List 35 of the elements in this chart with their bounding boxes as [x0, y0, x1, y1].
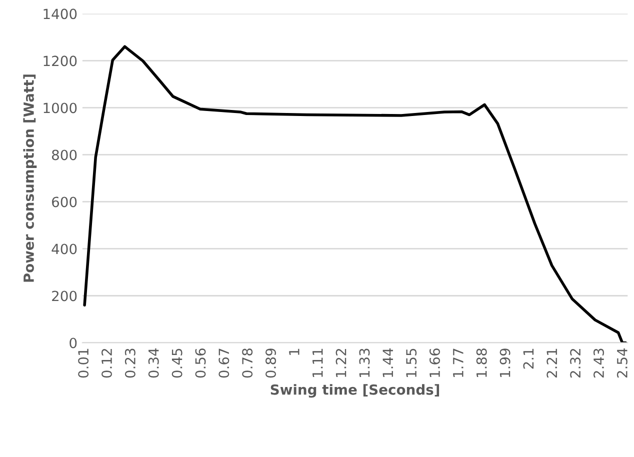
y-tick-label: 400: [52, 244, 77, 254]
x-tick-label: 1.66: [430, 348, 440, 378]
x-tick-label: 2.54: [616, 348, 628, 378]
x-tick-label: 2.21: [546, 348, 557, 378]
y-tick-label: 1400: [44, 8, 77, 20]
y-tick-label: 1000: [44, 102, 77, 114]
x-tick-label: 0.56: [195, 348, 206, 378]
y-tick-label: 1200: [44, 56, 77, 66]
x-tick-label: 1.77: [453, 348, 464, 378]
line-series: [83, 45, 627, 343]
x-tick-label: 1.55: [406, 348, 417, 378]
x-tick-label: 0.45: [172, 348, 182, 378]
x-tick-label: 0.01: [78, 348, 89, 378]
x-tick-label: 1.22: [336, 349, 346, 378]
x-tick-label: 0.34: [148, 348, 159, 378]
x-tick-label: 1.44: [382, 348, 393, 378]
x-tick-label: 1: [289, 348, 300, 355]
x-tick-label: 1.33: [359, 348, 370, 378]
x-tick-label: 0.12: [102, 349, 112, 378]
x-tick-label: 1.11: [312, 348, 323, 378]
x-tick-label: 0.67: [218, 348, 230, 378]
y-tick-label: 600: [52, 196, 77, 208]
x-tick-label: 0.78: [242, 348, 253, 378]
x-axis-title: Swing time [Seconds]: [270, 384, 440, 398]
x-tick-label: 1.99: [500, 348, 510, 378]
x-tick-label: 2.1: [523, 348, 534, 369]
x-tick-label: 1.88: [476, 348, 487, 378]
y-tick-label: 200: [52, 290, 77, 302]
x-tick-label: 0.23: [124, 348, 136, 378]
x-tick-label: 2.32: [570, 349, 581, 378]
y-tick-label: 800: [52, 150, 77, 160]
x-tick-label: 2.43: [593, 348, 604, 378]
x-tick-label: 0.89: [266, 348, 276, 378]
y-axis-title: Power consumption [Watt]: [23, 74, 37, 282]
y-tick-label: 0: [70, 338, 77, 348]
